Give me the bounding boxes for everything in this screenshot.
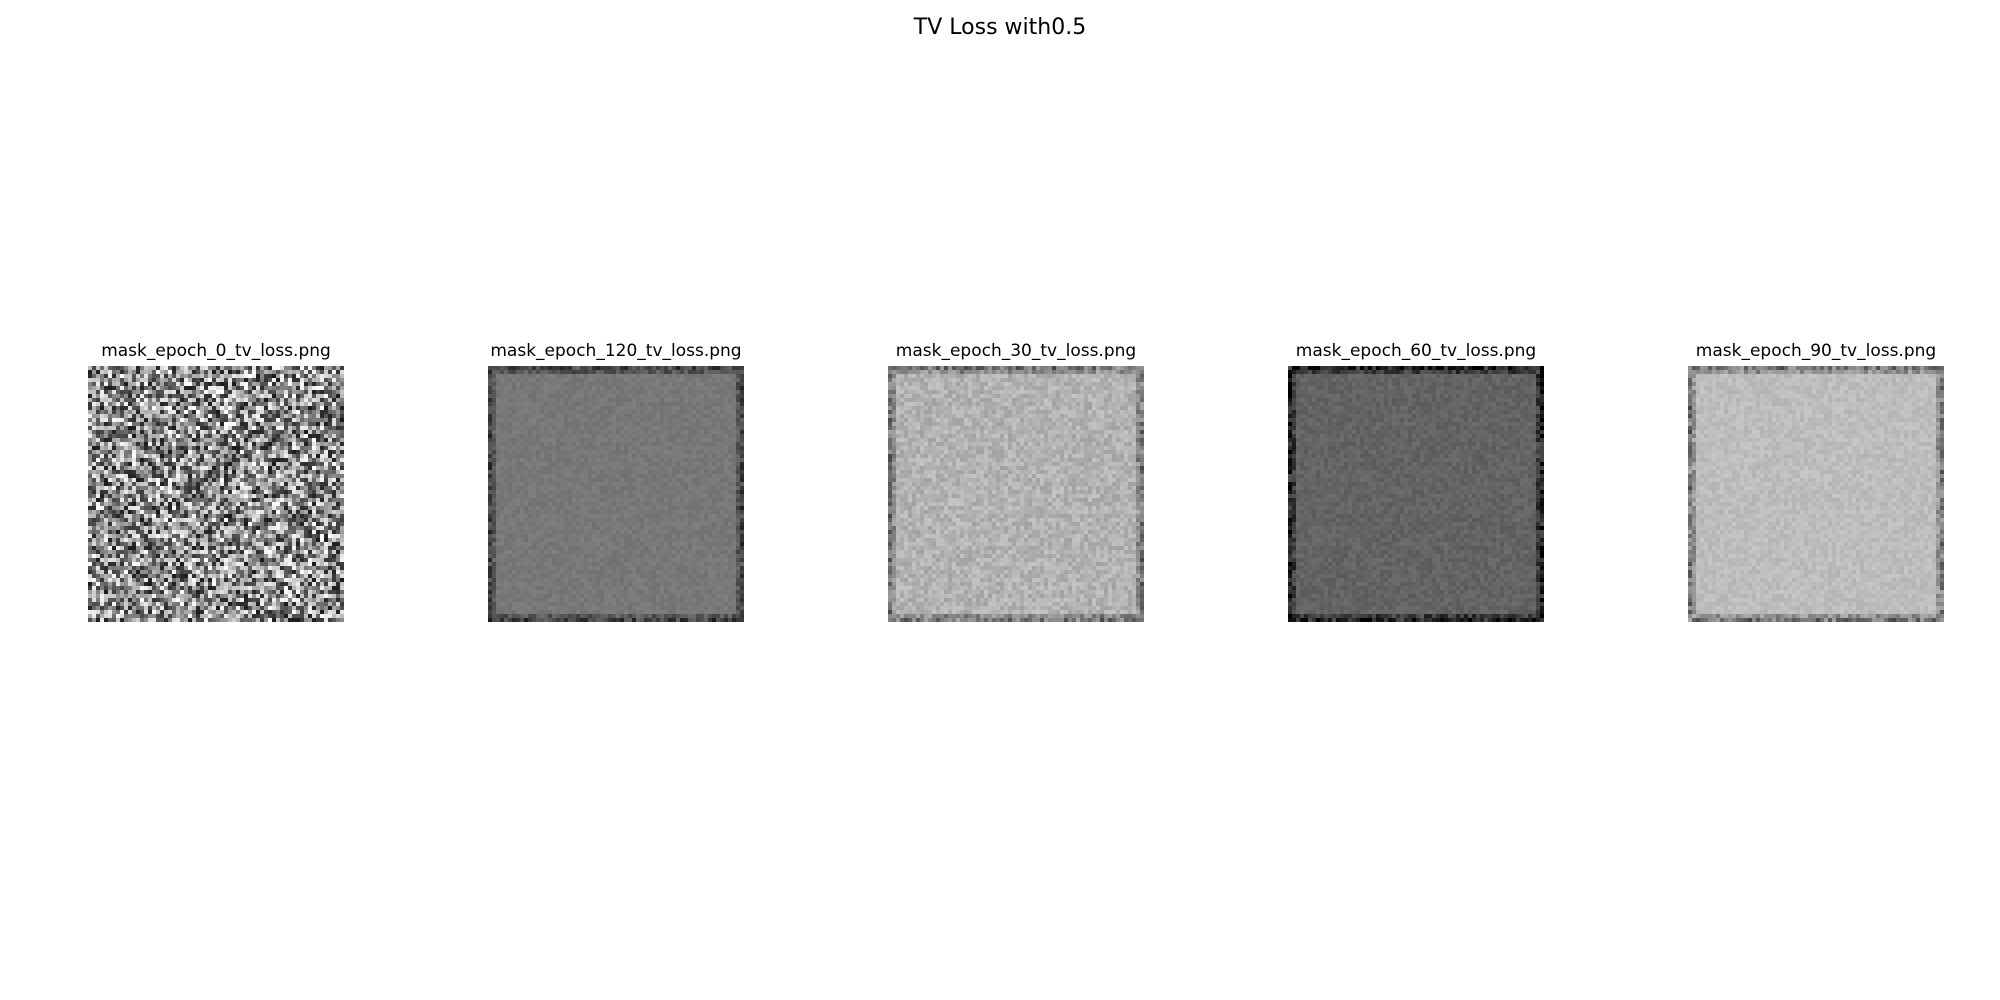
mask-image [488,366,744,622]
panel-epoch-30: mask_epoch_30_tv_loss.png [866,340,1166,622]
panel-epoch-0: mask_epoch_0_tv_loss.png [66,340,366,622]
panel-epoch-60: mask_epoch_60_tv_loss.png [1266,340,1566,622]
mask-image [888,366,1144,622]
panel-label: mask_epoch_120_tv_loss.png [490,341,742,361]
mask-image [1688,366,1944,622]
panel-epoch-120: mask_epoch_120_tv_loss.png [466,340,766,622]
figure-title: TV Loss with0.5 [913,15,1087,40]
panel-label: mask_epoch_0_tv_loss.png [101,341,331,361]
panel-epoch-90: mask_epoch_90_tv_loss.png [1666,340,1966,622]
panel-label: mask_epoch_90_tv_loss.png [1695,341,1937,361]
mask-image [88,366,344,622]
mask-image [1288,366,1544,622]
panel-label: mask_epoch_30_tv_loss.png [895,341,1137,361]
panel-label: mask_epoch_60_tv_loss.png [1295,341,1537,361]
